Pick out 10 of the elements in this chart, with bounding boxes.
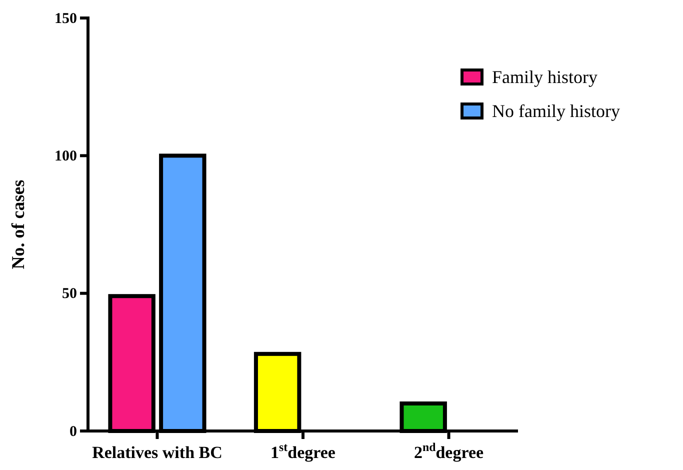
x-tick-label: Relatives with BC [92, 443, 222, 462]
x-tick-label: 1$^{st}$degree [270, 440, 336, 462]
y-tick-label: 100 [54, 148, 77, 164]
y-tick-label: 50 [62, 286, 77, 302]
legend-label: Family history [492, 67, 598, 87]
x-tick-label: 2$^{nd}$degree [414, 440, 484, 462]
y-tick-label: 0 [70, 424, 77, 440]
y-tick-label: 150 [54, 10, 77, 27]
legend-label: No family history [492, 101, 620, 121]
y-axis-title: No. of cases [8, 180, 28, 270]
